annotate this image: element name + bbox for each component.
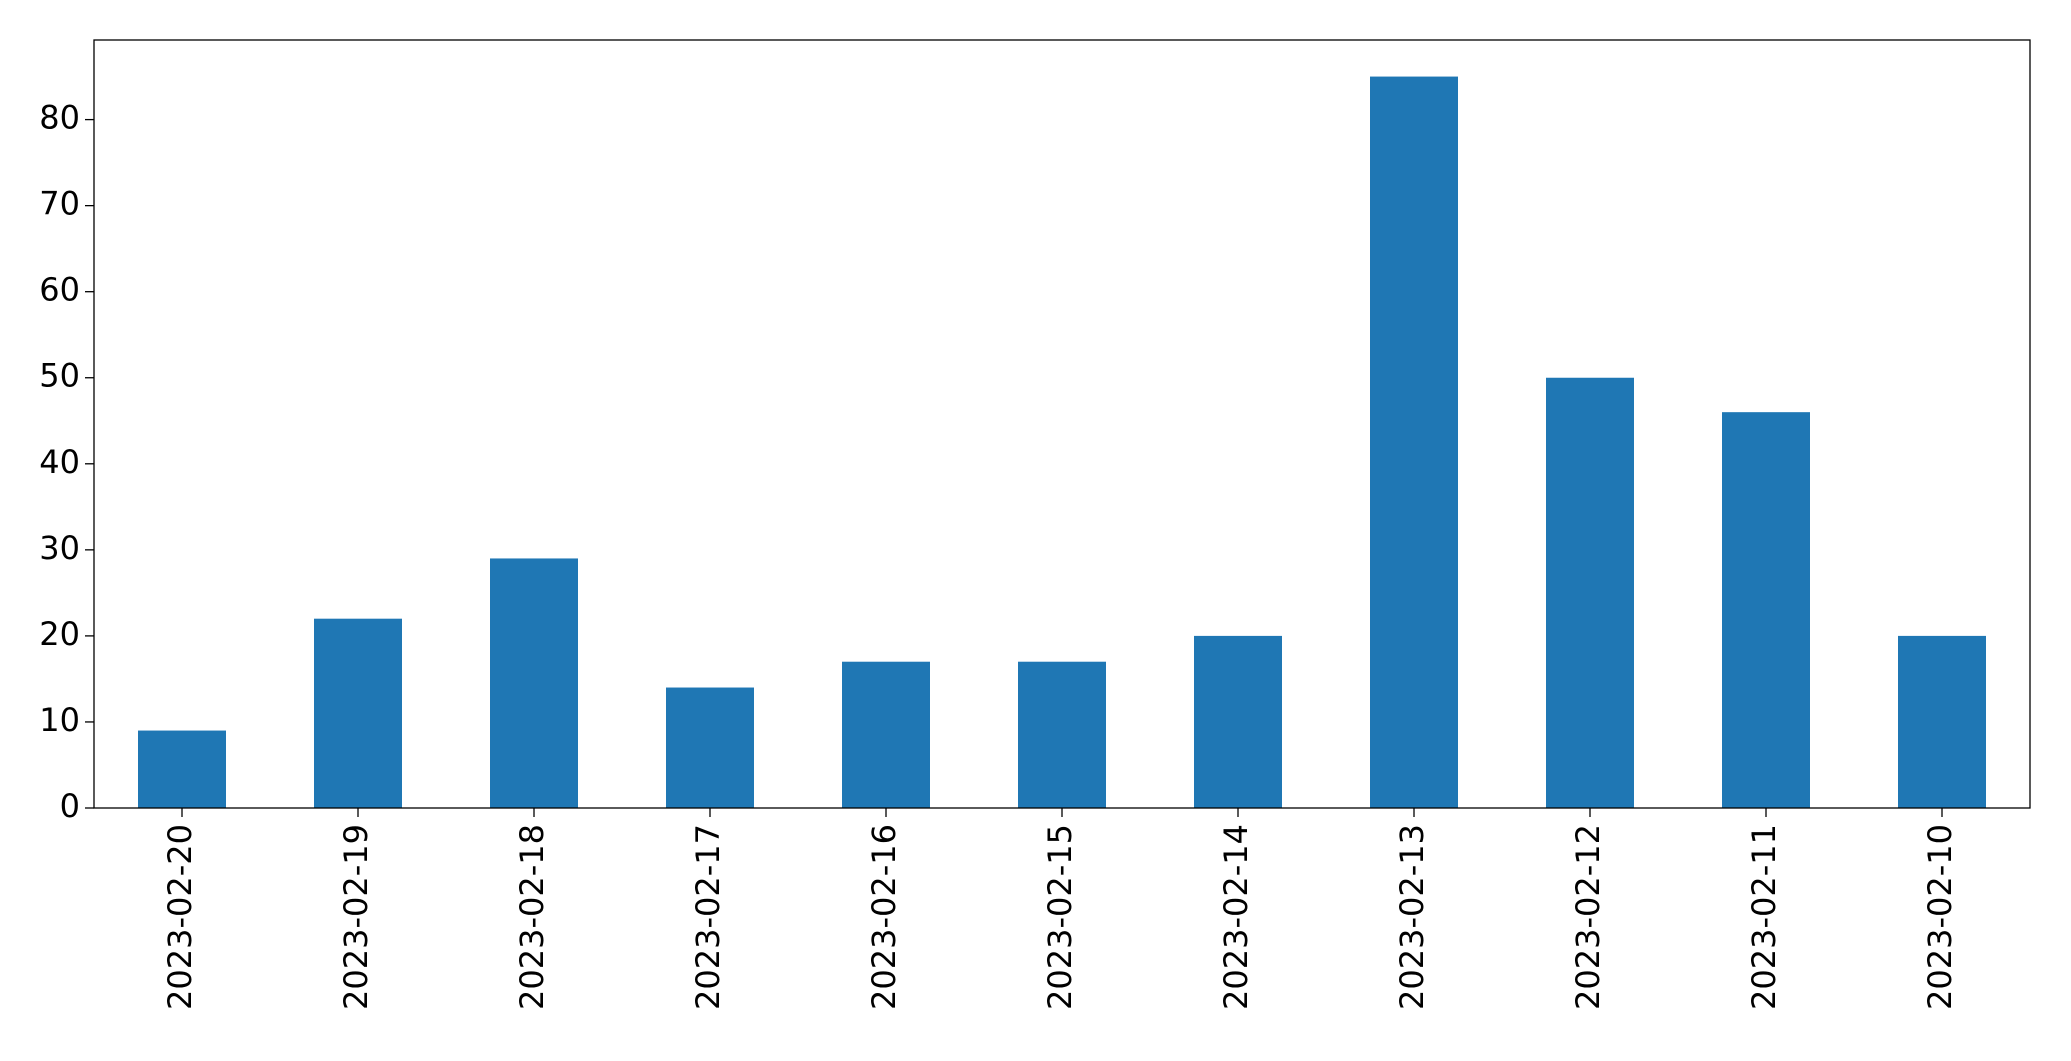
- y-tick-label: 20: [39, 615, 80, 653]
- y-tick-label: 30: [39, 529, 80, 567]
- x-tick-label: 2023-02-16: [865, 824, 903, 1010]
- y-tick-label: 80: [39, 99, 80, 137]
- bar: [1370, 76, 1458, 809]
- x-tick-label: 2023-02-18: [513, 824, 551, 1010]
- bar: [1018, 661, 1106, 808]
- bar: [314, 618, 402, 808]
- y-tick-label: 60: [39, 271, 80, 309]
- y-tick-label: 40: [39, 443, 80, 481]
- bar: [1722, 412, 1810, 808]
- plot-frame: [93, 39, 2031, 809]
- x-tick-label: 2023-02-17: [689, 824, 727, 1010]
- x-tick-label: 2023-02-11: [1745, 824, 1783, 1010]
- bar: [1546, 377, 1634, 808]
- bar: [666, 687, 754, 808]
- y-tick-label: 0: [60, 787, 80, 825]
- bar: [1898, 635, 1986, 808]
- y-tick-label: 10: [39, 701, 80, 739]
- bar: [1194, 635, 1282, 808]
- x-tick-label: 2023-02-14: [1217, 824, 1255, 1010]
- x-tick-label: 2023-02-12: [1569, 824, 1607, 1010]
- bar: [138, 730, 226, 808]
- x-tick-label: 2023-02-20: [161, 824, 199, 1010]
- bar: [842, 661, 930, 808]
- x-tick-label: 2023-02-13: [1393, 824, 1431, 1010]
- x-tick-label: 2023-02-19: [337, 824, 375, 1010]
- y-tick-label: 50: [39, 357, 80, 395]
- x-tick-label: 2023-02-15: [1041, 824, 1079, 1010]
- x-tick-label: 2023-02-10: [1921, 824, 1959, 1010]
- bar: [490, 558, 578, 808]
- y-tick-label: 70: [39, 185, 80, 223]
